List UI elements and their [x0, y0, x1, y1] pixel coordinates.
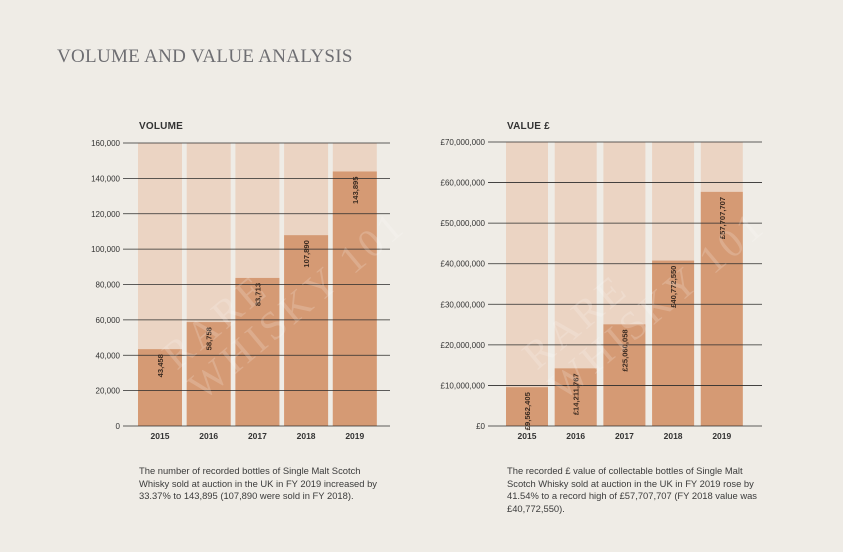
volume-chart-panel: VOLUME 0 20,000 40,000 60,000 80,000 100,000 1…: [60, 118, 430, 448]
x-tick-label: 2017: [615, 431, 634, 441]
y-tick-label: £40,000,000: [441, 260, 486, 269]
bar-background: [506, 142, 548, 426]
y-tick-label: £20,000,000: [441, 341, 486, 350]
y-tick-label: £30,000,000: [441, 300, 486, 309]
y-tick-label: 40,000: [96, 351, 121, 360]
data-label: 58,758: [205, 327, 214, 350]
bar: [284, 235, 329, 426]
bar: [235, 277, 280, 426]
x-tick-label: 2018: [664, 431, 683, 441]
data-label: £25,060,058: [620, 329, 629, 371]
x-tick-label: 2017: [248, 431, 267, 441]
y-tick-label: 120,000: [91, 210, 120, 219]
data-label: 107,890: [302, 240, 311, 267]
bar: [138, 349, 182, 426]
bar: [700, 191, 743, 426]
y-tick-label: 140,000: [91, 174, 120, 183]
volume-chart-title: VOLUME: [139, 121, 183, 132]
y-tick-label: £70,000,000: [441, 138, 486, 147]
value-caption: The recorded £ value of collectable bott…: [507, 465, 757, 514]
y-tick-label: 20,000: [96, 387, 121, 396]
x-tick-label: 2016: [566, 431, 585, 441]
x-tick-label: 2019: [345, 431, 364, 441]
value-chart-panel: VALUE £ £0 £10,000,000 £20,000,000 £30,000,…: [400, 118, 770, 448]
bar: [554, 368, 597, 426]
bar: [332, 171, 377, 426]
x-tick-label: 2018: [297, 431, 316, 441]
y-tick-label: 160,000: [91, 139, 120, 148]
bar: [506, 387, 548, 426]
data-label: £14,211,767: [572, 373, 581, 415]
data-label: 83,713: [253, 283, 262, 306]
y-tick-label: £0: [476, 422, 485, 431]
data-label: 43,458: [156, 354, 165, 377]
volume-caption: The number of recorded bottles of Single…: [139, 465, 377, 502]
y-tick-label: £60,000,000: [441, 179, 486, 188]
data-label: £57,707,707: [718, 197, 727, 239]
value-chart-title: VALUE £: [507, 121, 550, 132]
x-tick-label: 2019: [712, 431, 731, 441]
data-label: £9,562,405: [523, 391, 532, 430]
y-tick-label: 0: [116, 422, 121, 431]
bar: [603, 324, 646, 426]
y-tick-label: 100,000: [91, 245, 120, 254]
value-chart: £0 £10,000,000 £20,000,000 £30,000,000 £40,0…: [441, 138, 762, 441]
data-label: 143,895: [351, 176, 360, 204]
volume-chart: 0 20,000 40,000 60,000 80,000 100,000 120,000 1…: [91, 139, 390, 441]
y-tick-label: 60,000: [96, 316, 121, 325]
y-tick-label: 80,000: [96, 281, 121, 290]
x-tick-label: 2015: [518, 431, 537, 441]
bar: [652, 260, 695, 426]
y-tick-label: £50,000,000: [441, 219, 486, 228]
x-tick-label: 2015: [151, 431, 170, 441]
x-tick-label: 2016: [199, 431, 218, 441]
y-tick-label: £10,000,000: [441, 381, 486, 390]
data-label: £40,772,550: [669, 266, 678, 308]
page-title: VOLUME AND VALUE ANALYSIS: [57, 46, 353, 67]
bar: [186, 322, 231, 426]
